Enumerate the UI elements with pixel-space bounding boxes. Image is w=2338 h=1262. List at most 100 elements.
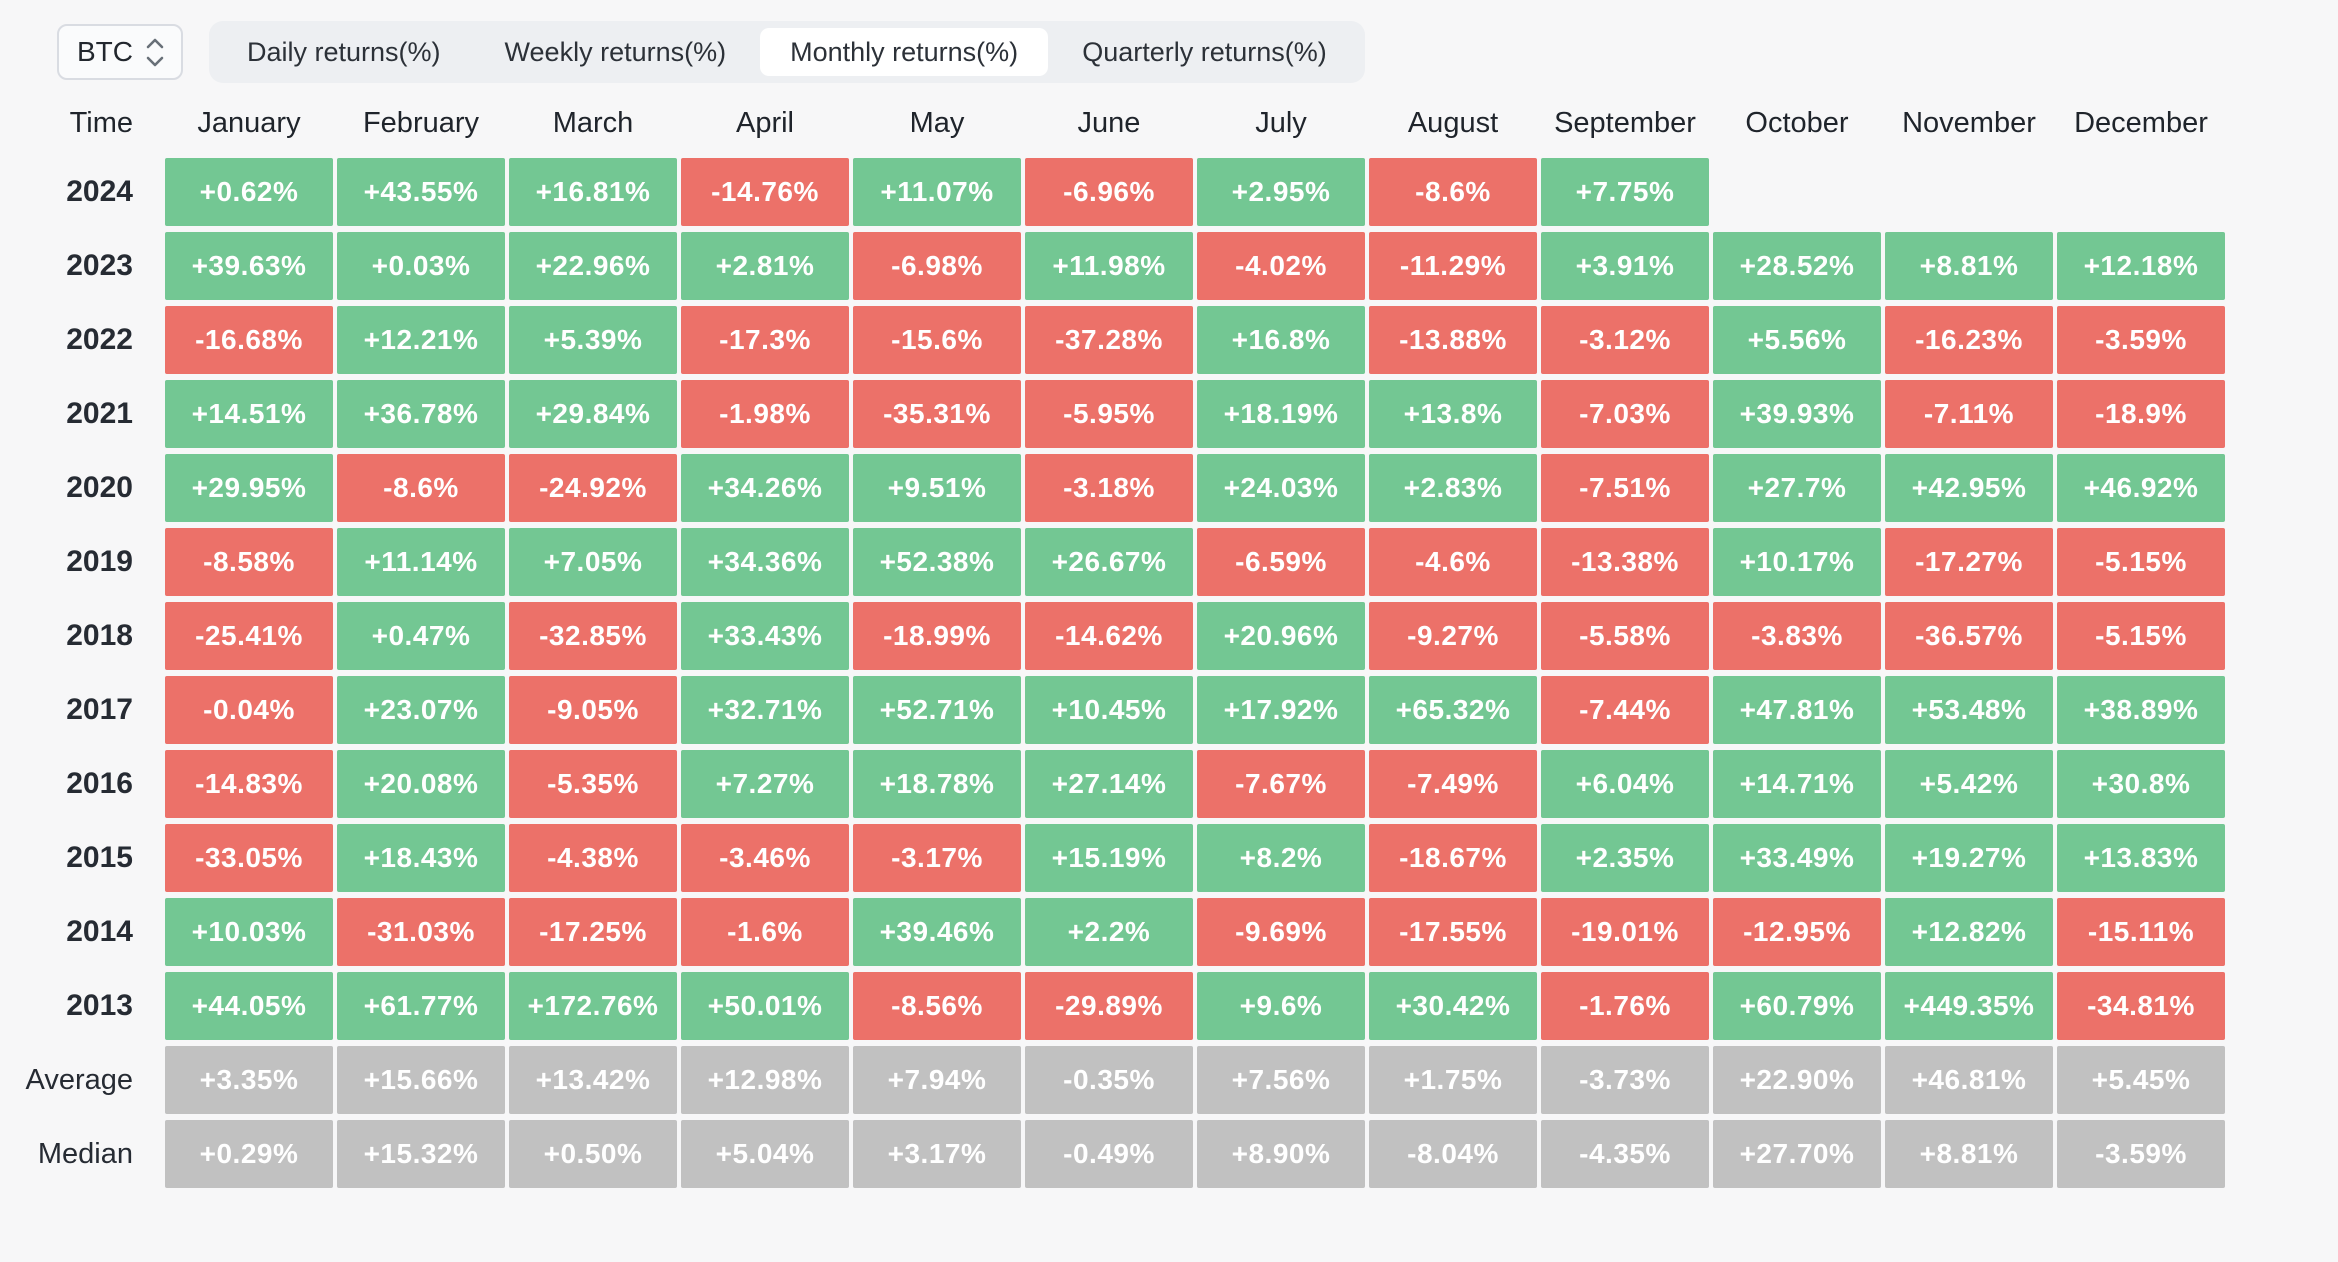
- return-cell-2019-september: -13.38%: [1541, 528, 1709, 596]
- month-header-september: September: [1554, 106, 1696, 139]
- return-cell-median-july: +8.90%: [1197, 1120, 1365, 1188]
- return-cell-median-september: -4.35%: [1541, 1120, 1709, 1188]
- return-cell-2016-june: +27.14%: [1025, 750, 1193, 818]
- return-cell-2016-december: +30.8%: [2057, 750, 2225, 818]
- return-cell-median-october: +27.70%: [1713, 1120, 1881, 1188]
- symbol-select-value: BTC: [77, 36, 133, 67]
- return-cell-2018-april: +33.43%: [681, 602, 849, 670]
- month-header-april: April: [735, 106, 794, 139]
- return-cell-2014-february: -31.03%: [337, 898, 505, 966]
- return-cell-2015-may: -3.17%: [853, 824, 1021, 892]
- return-cell-2015-december: +13.83%: [2057, 824, 2225, 892]
- return-cell-median-december: -3.59%: [2057, 1120, 2225, 1188]
- return-cell-2014-march: -17.25%: [509, 898, 677, 966]
- return-cell-2021-july: +18.19%: [1197, 380, 1365, 448]
- return-cell-2023-august: -11.29%: [1369, 232, 1537, 300]
- return-cell-2016-february: +20.08%: [337, 750, 505, 818]
- return-cell-2014-june: +2.2%: [1025, 898, 1193, 966]
- return-cell-2019-may: +52.38%: [853, 528, 1021, 596]
- month-header-june: June: [1077, 106, 1141, 139]
- return-cell-2015-january: -33.05%: [165, 824, 333, 892]
- return-cell-2024-july: +2.95%: [1197, 158, 1365, 226]
- symbol-select[interactable]: BTC: [57, 24, 183, 80]
- return-cell-2014-october: -12.95%: [1713, 898, 1881, 966]
- return-cell-2024-may: +11.07%: [853, 158, 1021, 226]
- return-cell-median-may: +3.17%: [853, 1120, 1021, 1188]
- return-cell-2014-august: -17.55%: [1369, 898, 1537, 966]
- return-cell-median-november: +8.81%: [1885, 1120, 2053, 1188]
- return-cell-2017-september: -7.44%: [1541, 676, 1709, 744]
- return-cell-average-march: +13.42%: [509, 1046, 677, 1114]
- tab-monthly-returns[interactable]: Monthly returns(%): [760, 28, 1049, 76]
- row-label-2017: 2017: [66, 693, 133, 726]
- returns-tab-group: Daily returns(%) Weekly returns(%) Month…: [209, 21, 1365, 83]
- tab-quarterly-returns[interactable]: Quarterly returns(%): [1082, 37, 1327, 67]
- return-cell-2014-january: +10.03%: [165, 898, 333, 966]
- return-cell-average-february: +15.66%: [337, 1046, 505, 1114]
- return-cell-average-august: +1.75%: [1369, 1046, 1537, 1114]
- month-header-january: January: [197, 106, 301, 139]
- return-cell-average-january: +3.35%: [165, 1046, 333, 1114]
- return-cell-2024-january: +0.62%: [165, 158, 333, 226]
- return-cell-2017-august: +65.32%: [1369, 676, 1537, 744]
- return-cell-2018-june: -14.62%: [1025, 602, 1193, 670]
- return-cell-2018-february: +0.47%: [337, 602, 505, 670]
- return-cell-2020-october: +27.7%: [1713, 454, 1881, 522]
- return-cell-2024-november: [1885, 158, 2053, 226]
- return-cell-2022-december: -3.59%: [2057, 306, 2225, 374]
- return-cell-2023-october: +28.52%: [1713, 232, 1881, 300]
- month-header-july: July: [1255, 106, 1307, 139]
- return-cell-2019-april: +34.36%: [681, 528, 849, 596]
- return-cell-2013-july: +9.6%: [1197, 972, 1365, 1040]
- return-cell-2023-june: +11.98%: [1025, 232, 1193, 300]
- return-cell-2017-january: -0.04%: [165, 676, 333, 744]
- tab-weekly-returns[interactable]: Weekly returns(%): [504, 37, 727, 67]
- return-cell-2013-march: +172.76%: [509, 972, 677, 1040]
- return-cell-2018-january: -25.41%: [165, 602, 333, 670]
- return-cell-2021-march: +29.84%: [509, 380, 677, 448]
- return-cell-2016-october: +14.71%: [1713, 750, 1881, 818]
- return-cell-average-may: +7.94%: [853, 1046, 1021, 1114]
- return-cell-2022-november: -16.23%: [1885, 306, 2053, 374]
- return-cell-2023-april: +2.81%: [681, 232, 849, 300]
- return-cell-2023-january: +39.63%: [165, 232, 333, 300]
- return-cell-2015-november: +19.27%: [1885, 824, 2053, 892]
- return-cell-median-april: +5.04%: [681, 1120, 849, 1188]
- return-cell-2013-may: -8.56%: [853, 972, 1021, 1040]
- return-cell-2017-june: +10.45%: [1025, 676, 1193, 744]
- return-cell-2023-july: -4.02%: [1197, 232, 1365, 300]
- return-cell-median-august: -8.04%: [1369, 1120, 1537, 1188]
- return-cell-average-october: +22.90%: [1713, 1046, 1881, 1114]
- month-header-may: May: [909, 106, 965, 139]
- return-cell-2021-october: +39.93%: [1713, 380, 1881, 448]
- return-cell-2020-september: -7.51%: [1541, 454, 1709, 522]
- return-cell-2023-november: +8.81%: [1885, 232, 2053, 300]
- return-cell-2022-april: -17.3%: [681, 306, 849, 374]
- return-cell-2015-july: +8.2%: [1197, 824, 1365, 892]
- return-cell-2014-september: -19.01%: [1541, 898, 1709, 966]
- return-cell-2018-november: -36.57%: [1885, 602, 2053, 670]
- return-cell-2014-december: -15.11%: [2057, 898, 2225, 966]
- row-label-2021: 2021: [66, 397, 133, 430]
- tab-daily-returns[interactable]: Daily returns(%): [247, 37, 441, 67]
- return-cell-2013-october: +60.79%: [1713, 972, 1881, 1040]
- return-cell-2021-may: -35.31%: [853, 380, 1021, 448]
- return-cell-2024-april: -14.76%: [681, 158, 849, 226]
- return-cell-2022-october: +5.56%: [1713, 306, 1881, 374]
- return-cell-average-april: +12.98%: [681, 1046, 849, 1114]
- return-cell-2021-november: -7.11%: [1885, 380, 2053, 448]
- toolbar: BTC Daily returns(%) Weekly returns(%) M…: [57, 21, 2338, 83]
- return-cell-2019-june: +26.67%: [1025, 528, 1193, 596]
- row-label-2023: 2023: [66, 249, 133, 282]
- return-cell-2019-february: +11.14%: [337, 528, 505, 596]
- month-header-march: March: [552, 106, 634, 139]
- return-cell-2016-march: -5.35%: [509, 750, 677, 818]
- return-cell-2017-december: +38.89%: [2057, 676, 2225, 744]
- row-label-2022: 2022: [66, 323, 133, 356]
- row-label-2013: 2013: [66, 989, 133, 1022]
- return-cell-2020-july: +24.03%: [1197, 454, 1365, 522]
- return-cell-2024-february: +43.55%: [337, 158, 505, 226]
- return-cell-2021-june: -5.95%: [1025, 380, 1193, 448]
- row-label-2018: 2018: [66, 619, 133, 652]
- return-cell-average-december: +5.45%: [2057, 1046, 2225, 1114]
